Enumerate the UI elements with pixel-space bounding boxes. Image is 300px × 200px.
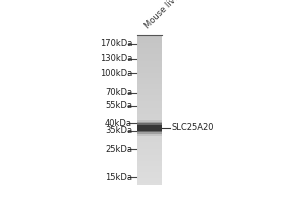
Bar	[137, 132, 162, 134]
Bar	[137, 72, 162, 74]
Bar	[137, 181, 162, 183]
Bar	[137, 91, 162, 93]
Bar	[137, 125, 162, 127]
Bar	[137, 157, 162, 159]
Bar	[137, 179, 162, 181]
Bar	[137, 61, 162, 63]
Bar	[137, 43, 162, 44]
Bar	[137, 80, 162, 82]
Bar	[137, 123, 162, 125]
Bar	[137, 117, 162, 119]
Text: 70kDa: 70kDa	[105, 88, 132, 97]
Bar	[137, 131, 162, 134]
Text: 40kDa: 40kDa	[105, 119, 132, 128]
Bar	[137, 172, 162, 174]
Bar	[137, 110, 162, 112]
Text: 55kDa: 55kDa	[105, 101, 132, 110]
Bar	[137, 108, 162, 110]
Text: 170kDa: 170kDa	[100, 39, 132, 48]
Bar	[137, 119, 162, 121]
Bar	[137, 148, 162, 149]
Bar	[137, 159, 162, 161]
Bar	[137, 59, 162, 61]
Bar	[137, 89, 162, 91]
Bar	[137, 52, 162, 54]
Bar	[137, 153, 162, 155]
Bar	[137, 120, 162, 125]
Bar	[137, 170, 162, 172]
Bar	[137, 131, 162, 132]
Bar	[137, 95, 162, 97]
Bar	[137, 37, 162, 39]
Bar	[137, 131, 162, 136]
Bar	[137, 134, 162, 136]
Bar	[137, 69, 162, 71]
Text: 35kDa: 35kDa	[105, 126, 132, 135]
Bar	[137, 78, 162, 80]
Bar	[137, 76, 162, 78]
Text: SLC25A20: SLC25A20	[172, 123, 214, 132]
Bar	[137, 127, 162, 129]
Bar	[137, 155, 162, 157]
Bar	[137, 136, 162, 138]
Bar	[137, 99, 162, 101]
Bar	[137, 149, 162, 151]
Text: 130kDa: 130kDa	[100, 54, 132, 63]
Bar	[137, 138, 162, 140]
Bar	[137, 86, 162, 88]
Bar	[137, 146, 162, 148]
Bar	[137, 121, 162, 123]
Bar	[137, 112, 162, 114]
Bar	[137, 151, 162, 153]
Bar	[137, 129, 162, 131]
Bar	[137, 114, 162, 116]
Bar	[137, 104, 162, 106]
Bar	[137, 41, 162, 43]
Bar	[137, 56, 162, 58]
Bar	[137, 65, 162, 67]
Bar	[137, 122, 162, 125]
Bar	[137, 58, 162, 59]
Bar	[137, 168, 162, 170]
Bar	[137, 123, 162, 125]
Bar	[137, 44, 162, 46]
Bar	[137, 144, 162, 146]
Bar	[137, 164, 162, 166]
Bar	[137, 102, 162, 104]
Text: 25kDa: 25kDa	[105, 145, 132, 154]
Bar	[137, 63, 162, 65]
Bar	[137, 46, 162, 48]
Bar	[137, 35, 162, 37]
Bar	[137, 140, 162, 142]
Bar	[137, 174, 162, 176]
Bar	[137, 125, 162, 131]
Bar	[137, 106, 162, 108]
Bar	[137, 54, 162, 56]
Text: 100kDa: 100kDa	[100, 69, 132, 78]
Bar	[137, 82, 162, 84]
Bar	[137, 176, 162, 178]
Bar	[137, 71, 162, 72]
Bar	[137, 97, 162, 99]
Bar	[137, 88, 162, 89]
Text: Mouse liver: Mouse liver	[143, 0, 184, 30]
Bar	[137, 131, 162, 132]
Bar	[137, 50, 162, 52]
Bar	[137, 162, 162, 164]
Bar	[137, 48, 162, 50]
Bar	[137, 142, 162, 144]
Bar	[137, 101, 162, 102]
Bar	[137, 183, 162, 185]
Bar	[137, 93, 162, 95]
Bar	[137, 116, 162, 117]
Text: 15kDa: 15kDa	[105, 173, 132, 182]
Bar	[137, 74, 162, 76]
Bar	[137, 84, 162, 86]
Bar	[137, 67, 162, 69]
Bar	[137, 39, 162, 41]
Bar	[137, 161, 162, 162]
Bar	[137, 166, 162, 168]
Bar	[137, 178, 162, 179]
